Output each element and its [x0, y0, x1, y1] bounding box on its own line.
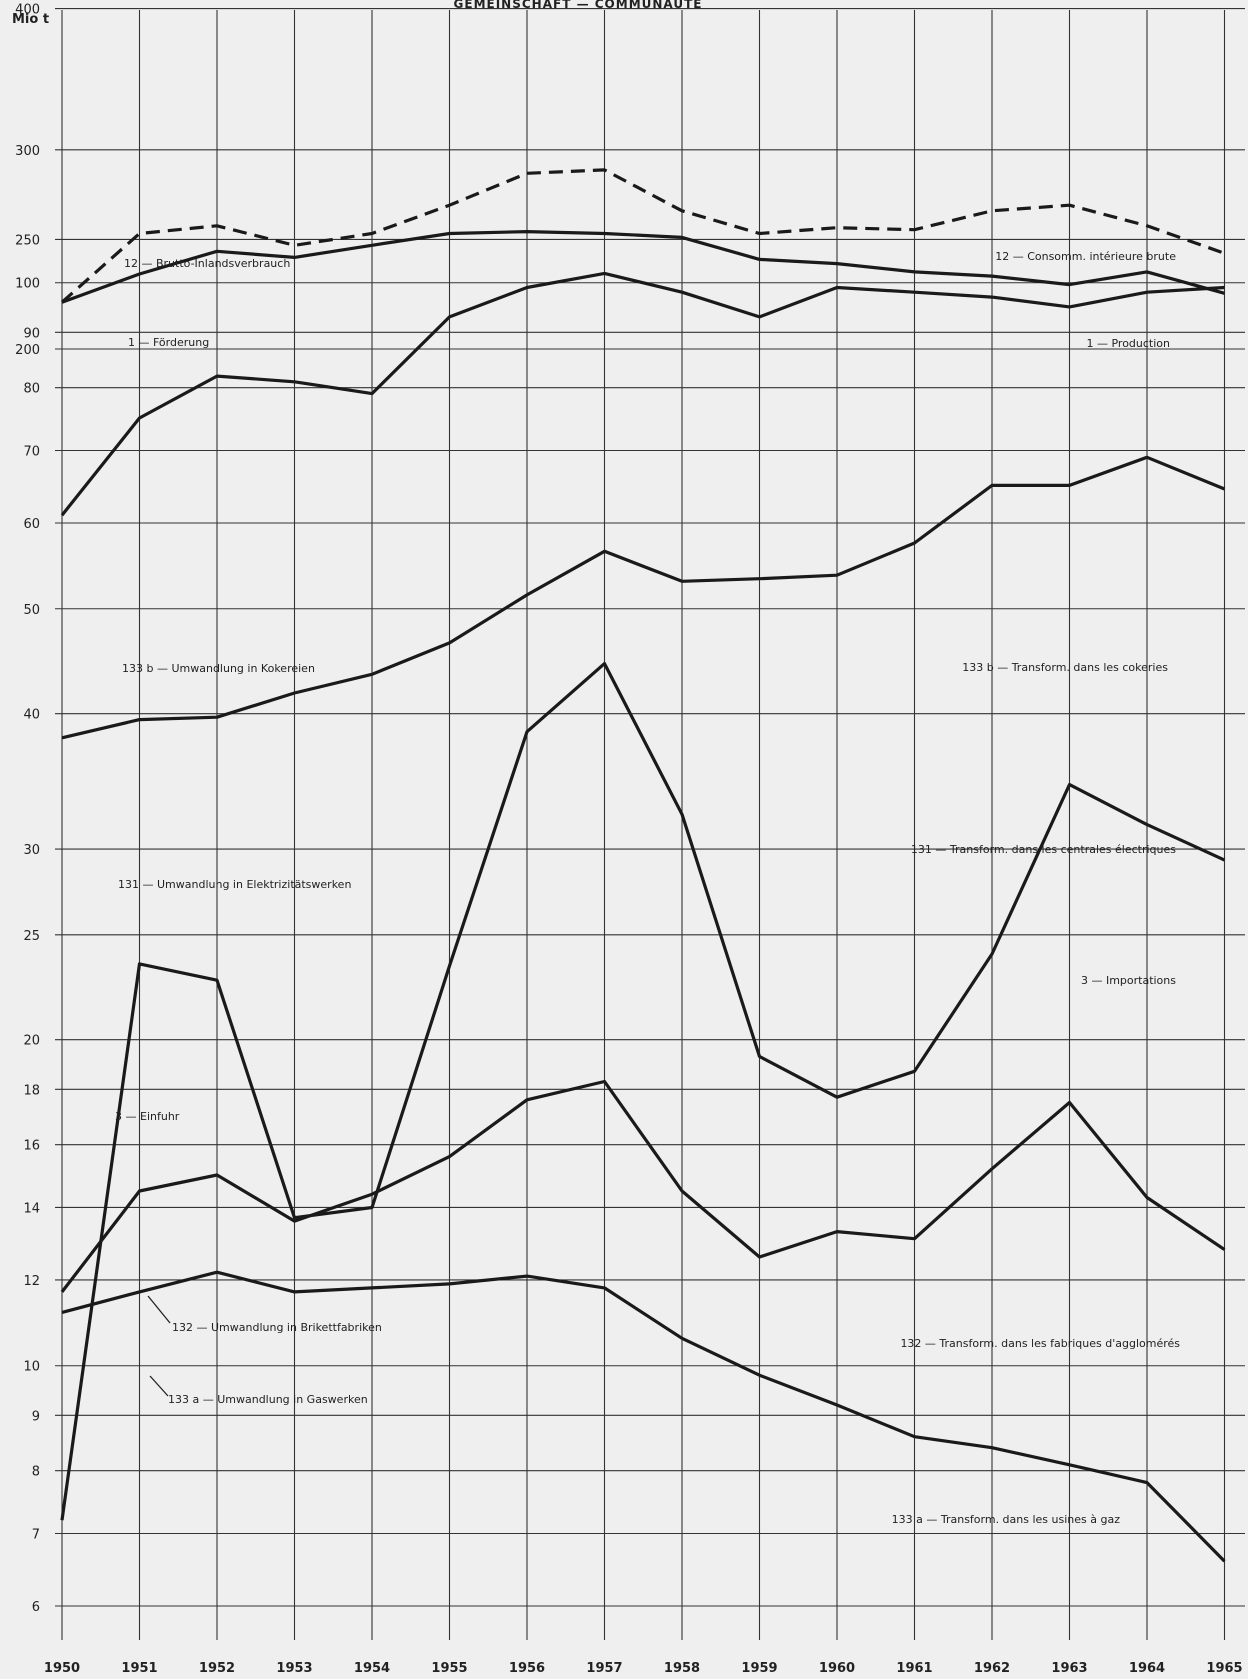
- y-tick-label: 60: [23, 517, 40, 532]
- series-label-de: 3 — Einfuhr: [115, 1110, 180, 1123]
- x-tick-label: 1963: [1051, 1661, 1087, 1676]
- x-tick-label: 1951: [121, 1661, 157, 1676]
- label-pointer: [147, 1295, 171, 1324]
- series-line: [61, 230, 1225, 304]
- y-tick-label: 18: [23, 1083, 40, 1098]
- y-tick-label: 70: [23, 444, 40, 459]
- y-tick-label: 400: [15, 3, 40, 18]
- x-tick-label: 1957: [586, 1661, 622, 1676]
- series-lines: [60, 168, 1226, 1563]
- unit-label: Mio t: [12, 12, 49, 27]
- series-label-fr: 133 b — Transform. dans les cokeries: [962, 661, 1168, 674]
- y-tick-label: 90: [23, 326, 40, 341]
- series-label-fr: 1 — Production: [1086, 337, 1170, 350]
- series-label-fr: 131 — Transform. dans les centrales élec…: [911, 843, 1176, 856]
- y-tick-label: 10: [23, 1360, 40, 1375]
- label-pointer: [149, 1375, 169, 1397]
- series-label-de: 12 — Brutto-Inlandsverbrauch: [124, 257, 290, 270]
- y-tick-label: 300: [15, 144, 40, 159]
- axes: 1950 1951 1952 1953 1954 1955 1956 1957 1958 1959…: [15, 3, 1242, 1676]
- series-label-de: 133 a — Umwandlung in Gaswerken: [168, 1393, 368, 1406]
- x-tick-label: 1962: [974, 1661, 1010, 1676]
- series-label-de: 133 b — Umwandlung in Kokereien: [122, 662, 315, 675]
- series-label-fr: 133 a — Transform. dans les usines à gaz: [892, 1513, 1121, 1526]
- y-tick-label: 250: [15, 233, 40, 248]
- x-tick-label: 1954: [354, 1661, 390, 1676]
- grid: [55, 7, 1245, 1640]
- series-label-de: 1 — Förderung: [128, 336, 209, 349]
- y-tick-label: 100: [15, 277, 40, 292]
- y-tick-label: 200: [15, 343, 40, 358]
- series-label-fr: 132 — Transform. dans les fabriques d'ag…: [900, 1337, 1180, 1350]
- x-tick-label: 1952: [199, 1661, 235, 1676]
- series-label-de: 131 — Umwandlung in Elektrizitätswerken: [118, 878, 351, 891]
- series-line: [60, 661, 1226, 1521]
- y-tick-label: 16: [23, 1139, 40, 1154]
- x-tick-label: 1959: [741, 1661, 777, 1676]
- y-tick-label: 7: [32, 1527, 40, 1542]
- y-tick-label: 80: [23, 382, 40, 397]
- y-tick-label: 50: [23, 603, 40, 618]
- y-tick-label: 25: [23, 929, 40, 944]
- x-tick-label: 1964: [1129, 1661, 1165, 1676]
- series-label-fr: 3 — Importations: [1081, 974, 1176, 987]
- series-line: [60, 1079, 1226, 1293]
- series-label-de: 132 — Umwandlung in Brikettfabriken: [172, 1321, 382, 1334]
- y-tick-label: 9: [32, 1409, 40, 1424]
- series-line: [61, 455, 1226, 740]
- y-tick-label: 40: [23, 708, 40, 723]
- y-tick-label: 6: [32, 1600, 40, 1615]
- y-tick-label: 8: [32, 1465, 40, 1480]
- x-tick-label: 1953: [276, 1661, 312, 1676]
- series-labels: 12 — Brutto-Inlandsverbrauch 12 — Consomm…: [115, 250, 1180, 1526]
- y-tick-label: 12: [23, 1274, 40, 1289]
- y-tick-label: 14: [23, 1201, 40, 1216]
- x-tick-label: 1960: [819, 1661, 855, 1676]
- x-tick-label: 1955: [431, 1661, 467, 1676]
- y-tick-label: 30: [23, 843, 40, 858]
- series-line: [61, 1270, 1226, 1563]
- chart-title: GEMEINSCHAFT — COMMUNAUTE: [454, 0, 703, 11]
- series-line: [60, 271, 1225, 517]
- x-tick-label: 1950: [44, 1661, 80, 1676]
- x-tick-label: 1961: [896, 1661, 932, 1676]
- x-tick-label: 1956: [509, 1661, 545, 1676]
- x-tick-label: 1958: [664, 1661, 700, 1676]
- x-tick-label: 1965: [1206, 1661, 1242, 1676]
- series-label-fr: 12 — Consomm. intérieure brute: [995, 250, 1176, 263]
- y-tick-label: 20: [23, 1034, 40, 1049]
- series-line: [60, 168, 1226, 304]
